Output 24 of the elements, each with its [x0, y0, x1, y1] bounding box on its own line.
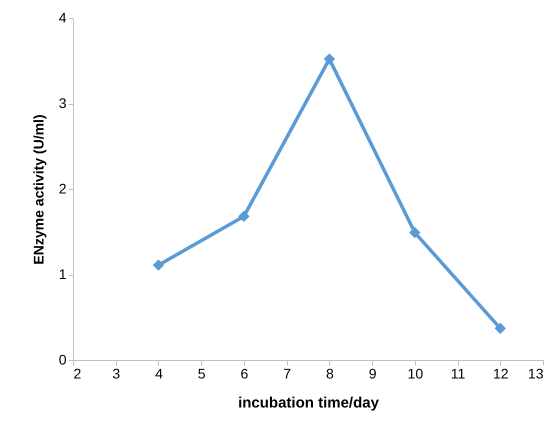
- x-tick-label: 10: [408, 366, 424, 382]
- point: [238, 210, 250, 222]
- y-tick-label: 4: [58, 10, 67, 26]
- x-tick-label: 4: [155, 366, 164, 382]
- y-tick-label: 0: [58, 352, 67, 368]
- x-tick-label: 3: [112, 366, 120, 382]
- y-tick-label: 1: [58, 266, 67, 282]
- point: [494, 322, 506, 334]
- x-tick-label: 12: [492, 366, 509, 382]
- y-tick-label: 3: [58, 95, 67, 111]
- x-tick-label: 7: [283, 366, 292, 382]
- x-tick-label: 2: [74, 366, 82, 382]
- y-axis-title: ENzyme activity (U/ml): [30, 114, 47, 265]
- y-tick-label: 2: [58, 180, 67, 196]
- x-tick-label: 6: [240, 366, 249, 382]
- x-axis-title: incubation time/day: [238, 394, 380, 412]
- point: [324, 53, 336, 65]
- point: [409, 226, 421, 238]
- x-tick-label: 5: [198, 366, 206, 382]
- x-tick-label: 13: [528, 366, 544, 382]
- point: [152, 259, 164, 271]
- x-tick-label: 11: [450, 366, 466, 382]
- x-tick-label: 9: [368, 366, 377, 382]
- x-tick-label: 8: [326, 366, 334, 382]
